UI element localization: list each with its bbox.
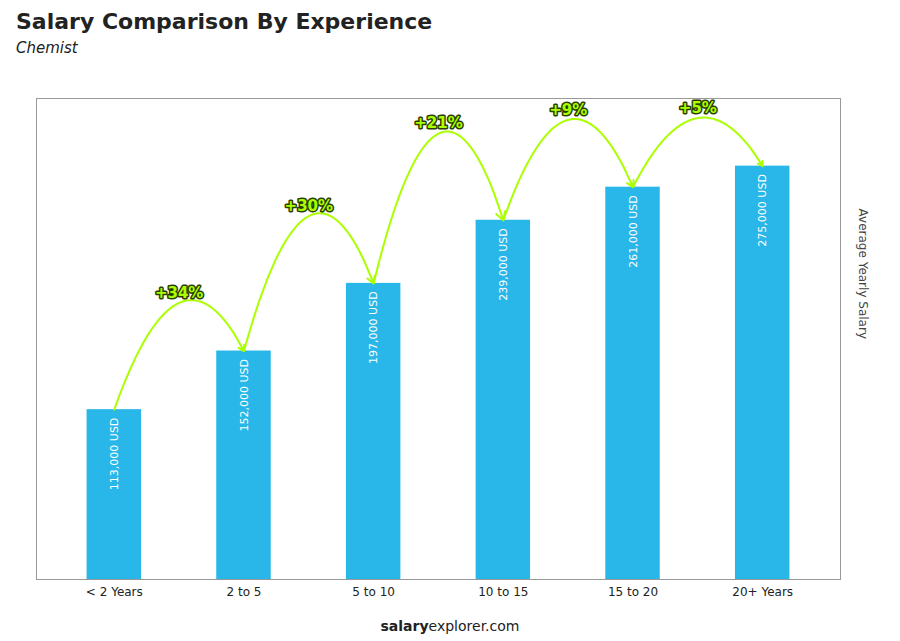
svg-text:15 to 20: 15 to 20 <box>608 585 658 599</box>
svg-text:152,000 USD: 152,000 USD <box>238 359 251 432</box>
svg-text:20+ Years: 20+ Years <box>732 585 793 599</box>
svg-text:5 to 10: 5 to 10 <box>352 585 395 599</box>
svg-text:113,000 USD: 113,000 USD <box>108 418 121 491</box>
svg-text:261,000 USD: 261,000 USD <box>627 195 640 268</box>
svg-text:10 to 15: 10 to 15 <box>478 585 528 599</box>
svg-text:+9%: +9% <box>549 101 587 119</box>
svg-text:+21%: +21% <box>414 114 462 132</box>
svg-text:239,000 USD: 239,000 USD <box>497 228 510 300</box>
svg-text:+34%: +34% <box>155 284 203 302</box>
svg-text:< 2 Years: < 2 Years <box>86 585 143 599</box>
html-text:salary explorer.com: salary explorer.com <box>380 618 520 634</box>
svg-text:197,000 USD: 197,000 USD <box>367 291 380 364</box>
svg-text:2 to 5: 2 to 5 <box>227 585 262 599</box>
svg-text:275,000 USD: 275,000 USD <box>756 174 769 247</box>
svg-text:+30%: +30% <box>285 197 333 215</box>
svg-text:Average Yearly Salary: Average Yearly Salary <box>856 209 870 339</box>
svg-text:+5%: +5% <box>679 99 717 117</box>
html-text:Chemist: Chemist <box>16 39 78 57</box>
html-text:Salary Comparison By Experienc: Salary Comparison By Experience <box>16 9 433 34</box>
